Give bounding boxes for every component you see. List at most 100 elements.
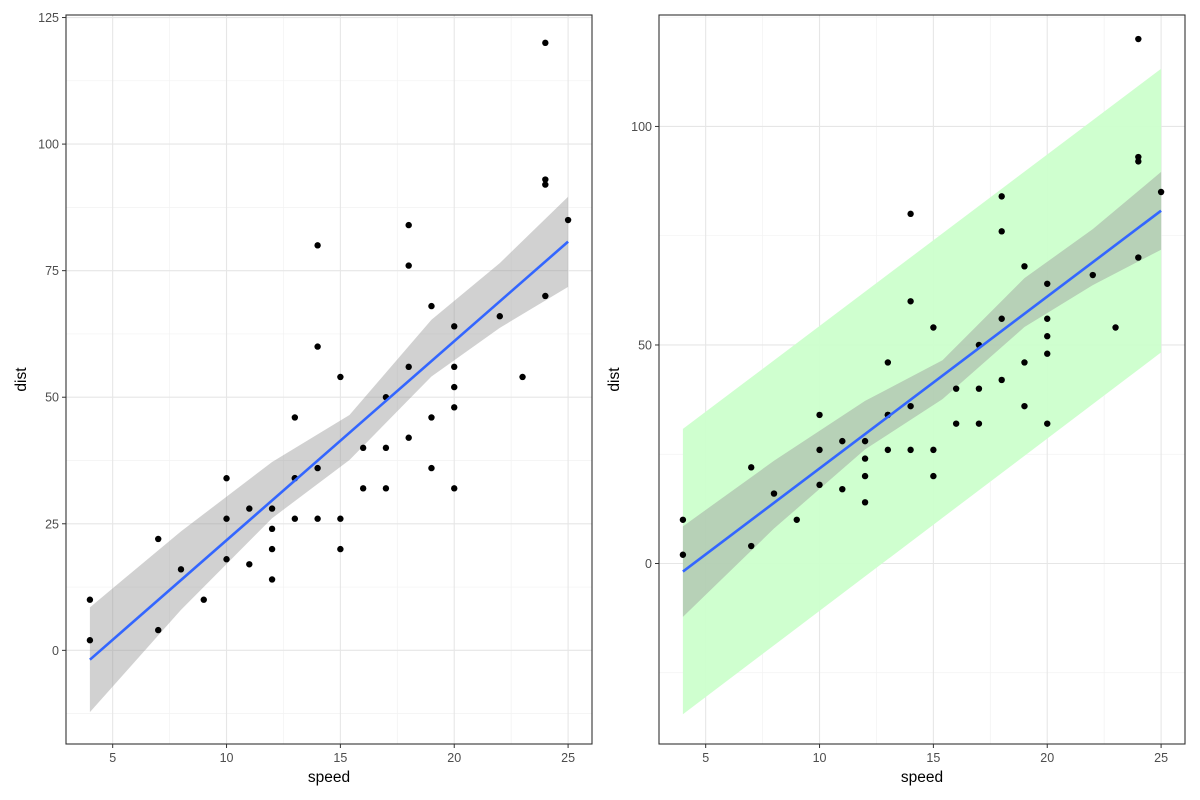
x-tick-label: 25 — [1154, 751, 1168, 765]
data-point — [268, 576, 276, 583]
x-tick-label: 10 — [813, 751, 827, 765]
data-point — [268, 525, 276, 533]
data-point — [839, 437, 846, 445]
left-panel: 5 10 15 20 25 0 25 50 75 100 125 speed dist — [13, 11, 593, 786]
fit-line — [682, 209, 1162, 573]
data-point — [748, 464, 755, 471]
data-point — [1135, 153, 1142, 161]
y-axis-title: dist — [13, 367, 30, 392]
data-point — [564, 216, 572, 224]
y-tick-label: 125 — [38, 11, 59, 25]
data-point — [816, 411, 823, 419]
x-tick-label: 20 — [1040, 751, 1054, 765]
panel-border — [65, 14, 593, 745]
data-point — [359, 485, 367, 492]
data-point — [86, 596, 94, 603]
data-point — [337, 545, 344, 553]
data-point — [861, 437, 869, 445]
data-point — [679, 551, 687, 558]
data-point — [998, 193, 1005, 200]
x-axis-title: speed — [308, 769, 350, 786]
data-point — [382, 444, 390, 452]
data-point — [793, 516, 800, 523]
data-point — [155, 626, 162, 634]
data-point — [930, 472, 937, 480]
data-point — [839, 485, 846, 493]
data-point — [200, 596, 207, 603]
data-point — [1044, 350, 1051, 357]
data-point — [451, 404, 458, 411]
y-tick-label: 100 — [38, 138, 59, 152]
data-point — [1135, 254, 1142, 261]
data-point — [679, 516, 687, 523]
data-point — [930, 446, 937, 454]
y-axis-title: dist — [606, 367, 623, 392]
data-point — [1021, 359, 1028, 366]
data-point — [816, 446, 823, 454]
x-tick-label: 10 — [220, 751, 234, 765]
x-tick-label: 5 — [109, 751, 116, 765]
data-point — [907, 298, 914, 305]
data-point — [975, 420, 983, 427]
data-point — [907, 210, 914, 218]
y-tick-label: 0 — [52, 644, 59, 658]
y-tick-label: 100 — [631, 120, 652, 134]
data-point — [451, 363, 458, 371]
data-point — [405, 434, 412, 441]
data-point — [337, 373, 344, 381]
data-point — [1089, 271, 1096, 279]
data-point — [1135, 35, 1142, 43]
confidence-band — [89, 196, 569, 713]
data-point — [314, 242, 321, 249]
x-tick-label: 20 — [447, 751, 461, 765]
data-point — [1044, 420, 1051, 427]
data-point — [223, 556, 230, 563]
data-point — [861, 455, 869, 462]
data-point — [884, 359, 892, 366]
data-point — [952, 385, 960, 392]
data-point — [359, 444, 367, 452]
data-point — [1112, 324, 1119, 331]
y-tick-label: 50 — [45, 391, 59, 405]
data-point — [519, 373, 526, 381]
data-point — [451, 383, 458, 391]
data-point — [405, 262, 412, 269]
data-point — [451, 485, 458, 492]
data-point — [998, 315, 1005, 322]
data-point — [86, 637, 94, 644]
y-tick-label: 75 — [45, 264, 59, 278]
data-point — [405, 221, 412, 229]
data-point — [496, 313, 503, 320]
fit-line — [89, 240, 569, 661]
plot-layer — [86, 39, 572, 713]
y-tick-label: 50 — [638, 338, 652, 352]
data-point — [314, 343, 321, 350]
data-point — [542, 292, 549, 300]
data-point — [907, 402, 914, 410]
plot-layer — [679, 35, 1165, 715]
x-tick-label: 5 — [702, 751, 709, 765]
data-point — [770, 490, 778, 497]
right-panel: 5 10 15 20 25 0 50 100 speed dist — [606, 14, 1186, 786]
data-point — [314, 464, 321, 472]
data-point — [246, 561, 253, 568]
data-point — [748, 542, 755, 550]
y-tick-label: 0 — [645, 557, 652, 571]
data-point — [382, 485, 390, 492]
data-point — [268, 545, 276, 553]
data-point — [291, 414, 299, 421]
data-point — [907, 446, 914, 454]
data-point — [816, 481, 823, 489]
data-point — [177, 566, 185, 573]
data-point — [998, 228, 1005, 235]
data-point — [428, 302, 435, 310]
data-point — [223, 515, 230, 522]
x-tick-label: 25 — [561, 751, 575, 765]
confidence-band — [682, 171, 1162, 617]
data-point — [428, 414, 435, 421]
plot-background — [66, 15, 592, 744]
data-point — [268, 505, 276, 512]
data-point — [861, 472, 869, 480]
data-point — [1044, 315, 1051, 322]
data-point — [975, 385, 983, 392]
